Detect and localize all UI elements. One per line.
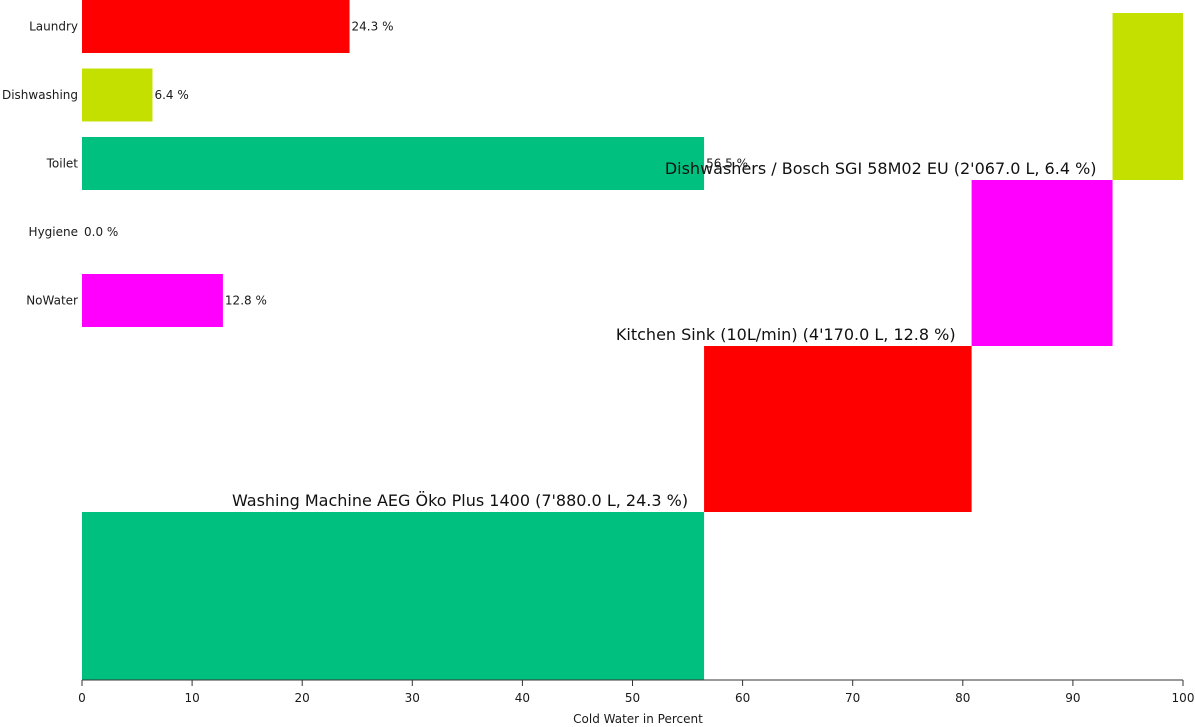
category-label: Toilet [46,157,79,171]
category-bar [82,274,223,327]
category-bar [82,68,153,122]
category-bars: Laundry Dishwashing Toilet Hygiene NoWater [2,0,705,327]
waterfall-bar-label: Dishwashers / Bosch SGI 58M02 EU (2'067.… [665,159,1097,178]
category-bar [82,137,705,190]
x-tick-label: 100 [1172,691,1195,705]
x-tick-label: 30 [405,691,420,705]
x-tick-label: 70 [845,691,860,705]
waterfall-bar [971,180,1113,346]
waterfall-bar [704,346,972,512]
value-label: 24.3 % [352,20,394,34]
x-tick-label: 10 [184,691,199,705]
value-label: 0.0 % [84,225,118,239]
waterfall-bar-label: Washing Machine AEG Öko Plus 1400 (7'880… [232,491,688,510]
x-tick-label: 80 [955,691,970,705]
bar-labels: Washing Machine AEG Öko Plus 1400 (7'880… [84,20,1097,511]
category-bar [82,0,350,53]
x-tick-label: 60 [735,691,750,705]
waterfall-bar [82,512,705,680]
x-axis-title: Cold Water in Percent [573,712,703,726]
x-tick-label: 0 [78,691,86,705]
x-tick-label: 90 [1065,691,1080,705]
value-label: 56.5 % [706,157,748,171]
waterfall-bar-label: Kitchen Sink (10L/min) (4'170.0 L, 12.8 … [616,325,956,344]
x-axis: 0 10 20 30 40 50 60 70 80 90 100 Cold Water in Perc… [78,679,1195,726]
category-label: Dishwashing [2,88,78,102]
x-tick-label: 40 [515,691,530,705]
category-label: Laundry [29,20,78,34]
value-label: 6.4 % [154,88,188,102]
value-label: 12.8 % [225,294,267,308]
x-tick-label: 20 [295,691,310,705]
category-label: NoWater [26,294,78,308]
waterfall-bar [1112,13,1183,180]
category-label: Hygiene [29,225,78,239]
waterfall-bars [82,13,1183,680]
x-tick-label: 50 [625,691,640,705]
